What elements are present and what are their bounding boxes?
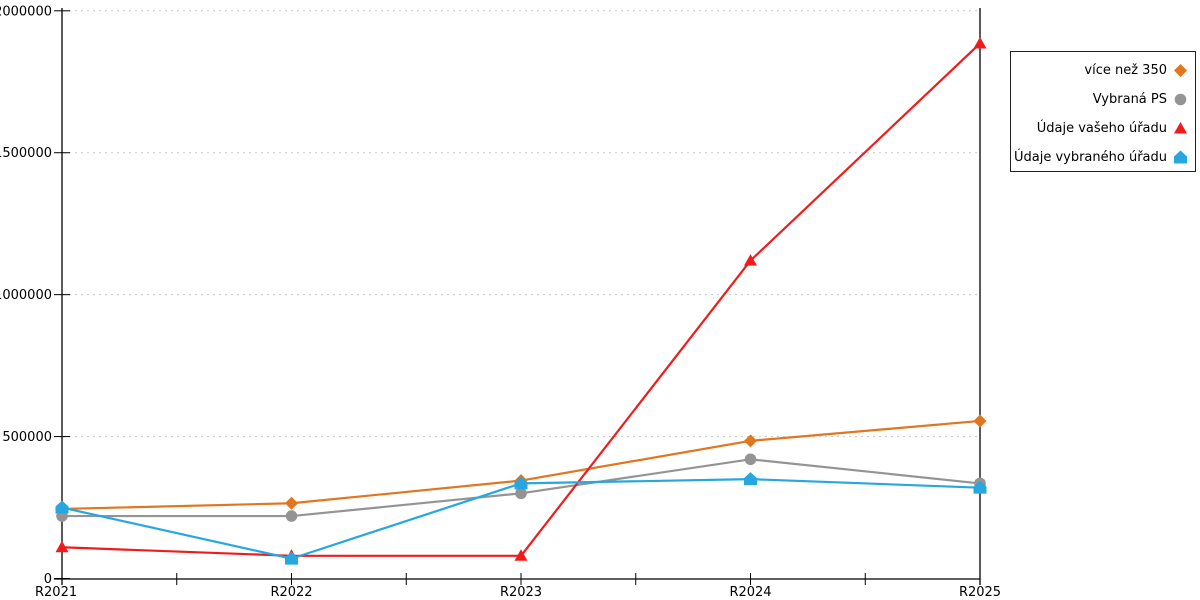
- diamond-marker-icon: [973, 414, 987, 428]
- legend-label: Údaje vybraného úřadu: [1013, 150, 1167, 165]
- circle-marker-icon: [1173, 92, 1188, 107]
- diamond-marker-icon: [744, 434, 757, 448]
- legend-label: Údaje vašeho úřadu: [1036, 121, 1167, 136]
- circle-marker-icon: [744, 453, 757, 466]
- circle-marker-icon: [285, 510, 298, 522]
- house-marker-icon: [744, 472, 757, 486]
- legend-item: Vybraná PS: [1011, 85, 1195, 114]
- house-marker-icon: [973, 480, 987, 494]
- triangle-marker-icon: [514, 549, 528, 561]
- x-tick-label: R2021: [35, 585, 77, 600]
- triangle-marker-icon: [55, 540, 69, 553]
- y-tick-label: 1500000: [0, 146, 52, 161]
- legend-label: Vybraná PS: [1092, 92, 1167, 107]
- legend-item: Údaje vybraného úřadu: [1011, 143, 1195, 172]
- triangle-marker-icon: [973, 36, 987, 49]
- legend-label: více než 350: [1084, 63, 1167, 78]
- circle-marker-icon: [515, 487, 527, 500]
- triangle-marker-icon: [744, 254, 757, 266]
- diamond-marker-icon: [285, 496, 298, 510]
- house-marker-icon: [514, 476, 528, 490]
- y-tick-label: 500000: [2, 430, 52, 445]
- y-tick-label: 0: [44, 572, 52, 587]
- house-marker-icon: [55, 500, 69, 514]
- legend-item: Údaje vašeho úřadu: [1011, 114, 1195, 143]
- legend-item: více než 350: [1011, 56, 1195, 85]
- x-tick-label: R2025: [959, 585, 1001, 600]
- y-tick-label: 1000000: [0, 288, 52, 303]
- x-tick-label: R2022: [270, 585, 312, 600]
- house-marker-icon: [285, 551, 298, 565]
- x-tick-label: R2024: [729, 585, 771, 600]
- y-tick-label: 2000000: [0, 4, 52, 19]
- x-tick-label: R2023: [500, 585, 542, 600]
- legend: více než 350 Vybraná PS Údaje vašeho úřadu…: [1010, 51, 1196, 172]
- triangle-marker-icon: [1173, 121, 1188, 136]
- house-marker-icon: [1173, 150, 1188, 165]
- diamond-marker-icon: [1173, 63, 1188, 78]
